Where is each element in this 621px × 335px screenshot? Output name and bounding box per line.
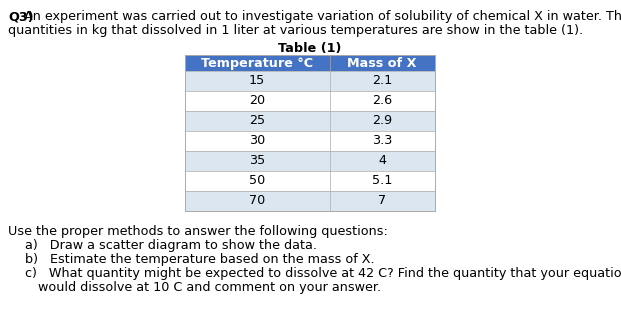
Text: b)   Estimate the temperature based on the mass of X.: b) Estimate the temperature based on the…: [25, 253, 374, 266]
Text: 25: 25: [249, 114, 265, 127]
Text: 7: 7: [378, 194, 386, 207]
Text: 30: 30: [249, 134, 265, 147]
Bar: [185, 171, 435, 191]
Text: Use the proper methods to answer the following questions:: Use the proper methods to answer the fol…: [8, 225, 388, 238]
Bar: [185, 55, 435, 71]
Text: 20: 20: [249, 94, 265, 107]
Text: 50: 50: [249, 174, 265, 187]
Text: c)   What quantity might be expected to dissolve at 42 C? Find the quantity that: c) What quantity might be expected to di…: [25, 267, 621, 280]
Text: Table (1): Table (1): [278, 42, 342, 55]
Text: quantities in kg that dissolved in 1 liter at various temperatures are show in t: quantities in kg that dissolved in 1 lit…: [8, 24, 583, 37]
Text: a)   Draw a scatter diagram to show the data.: a) Draw a scatter diagram to show the da…: [25, 239, 317, 252]
Text: Mass of X: Mass of X: [347, 57, 417, 70]
Bar: [185, 191, 435, 211]
Bar: [185, 151, 435, 171]
Bar: [185, 71, 435, 91]
Text: An experiment was carried out to investigate variation of solubility of chemical: An experiment was carried out to investi…: [8, 10, 621, 23]
Text: 2.9: 2.9: [372, 114, 392, 127]
Text: would dissolve at 10 C and comment on your answer.: would dissolve at 10 C and comment on yo…: [38, 281, 381, 294]
Text: 15: 15: [249, 74, 265, 87]
Text: 4: 4: [378, 154, 386, 167]
Text: 2.6: 2.6: [372, 94, 392, 107]
Bar: [185, 91, 435, 111]
Bar: [185, 131, 435, 151]
Text: 35: 35: [249, 154, 265, 167]
Text: Q3): Q3): [8, 10, 34, 23]
Text: 3.3: 3.3: [372, 134, 392, 147]
Text: 5.1: 5.1: [372, 174, 392, 187]
Bar: [185, 111, 435, 131]
Text: 2.1: 2.1: [372, 74, 392, 87]
Text: Temperature °C: Temperature °C: [201, 57, 313, 70]
Text: 70: 70: [249, 194, 265, 207]
